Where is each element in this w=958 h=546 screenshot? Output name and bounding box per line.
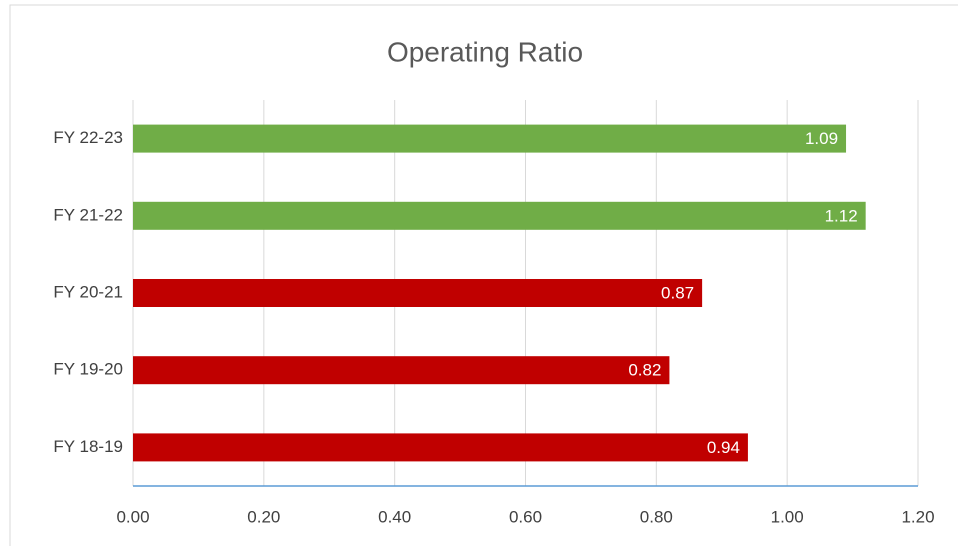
x-tick-label: 1.00 [771,507,804,526]
x-tick-label: 1.20 [901,507,934,526]
y-tick-label: FY 19-20 [53,360,123,379]
bar [133,124,847,153]
value-label: 1.09 [805,129,838,148]
y-tick-label: FY 21-22 [53,205,123,224]
chart-title: Operating Ratio [387,36,583,67]
value-label: 0.94 [707,438,740,457]
bar [133,279,703,307]
x-tick-label: 0.20 [247,507,280,526]
value-label: 1.12 [825,206,858,225]
bar [133,356,670,385]
y-tick-label: FY 20-21 [53,282,123,301]
value-label: 0.82 [628,361,661,380]
value-label: 0.87 [661,283,694,302]
bar [133,433,748,462]
y-tick-label: FY 22-23 [53,128,123,147]
x-tick-label: 0.00 [116,507,149,526]
x-tick-label: 0.80 [640,507,673,526]
y-tick-label: FY 18-19 [53,437,123,456]
x-tick-label: 0.40 [378,507,411,526]
x-tick-label: 0.60 [509,507,542,526]
chart-border [9,4,958,546]
bar [133,201,866,230]
